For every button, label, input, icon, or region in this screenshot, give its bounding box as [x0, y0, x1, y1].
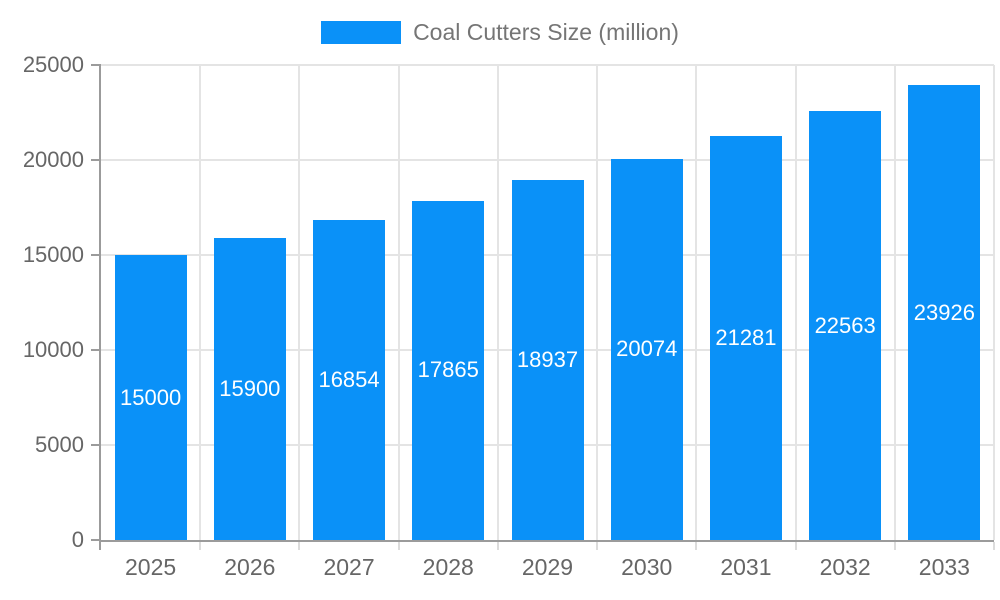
- x-tick-label: 2032: [819, 554, 871, 580]
- y-tick: [91, 254, 101, 256]
- bar-value-label: 15000: [120, 384, 182, 410]
- y-tick: [91, 349, 101, 351]
- bar-2030: 20074: [610, 158, 683, 540]
- y-tick: [91, 159, 101, 161]
- v-gridline: [199, 65, 202, 540]
- y-tick-label: 20000: [22, 147, 84, 172]
- x-tick: [596, 542, 599, 550]
- v-gridline: [397, 65, 400, 540]
- bar-2031: 21281: [709, 135, 782, 540]
- bar-2028: 17865: [412, 200, 485, 540]
- v-gridline: [893, 65, 896, 540]
- x-tick: [397, 542, 400, 550]
- bar-value-label: 23926: [913, 299, 975, 325]
- x-tick-label: 2029: [521, 554, 574, 580]
- x-tick: [695, 542, 698, 550]
- bar-2027: 16854: [313, 219, 386, 540]
- y-tick-label: 10000: [22, 337, 84, 362]
- bar-2025: 15000: [114, 255, 187, 540]
- bar-value-label: 22563: [814, 312, 876, 338]
- bar-value-label: 21281: [715, 324, 777, 350]
- bar-2032: 22563: [809, 111, 882, 540]
- legend-swatch: [321, 21, 402, 44]
- bar-2029: 18937: [511, 180, 584, 540]
- legend-label: Coal Cutters Size (million): [413, 19, 679, 45]
- x-tick: [794, 542, 797, 550]
- y-tick-label: 0: [71, 527, 84, 552]
- x-axis-line: [99, 540, 994, 542]
- bar-2033: 23926: [908, 85, 981, 540]
- x-tick: [199, 542, 202, 550]
- v-gridline: [496, 65, 499, 540]
- y-axis-line: [99, 65, 101, 550]
- y-tick: [91, 444, 101, 446]
- h-gridline: [101, 64, 994, 66]
- bar-value-label: 20074: [616, 336, 678, 362]
- v-gridline: [596, 65, 599, 540]
- bar-value-label: 18937: [516, 347, 579, 373]
- v-gridline: [993, 65, 995, 540]
- x-tick-label: 2025: [125, 554, 177, 580]
- h-gridline: [101, 159, 994, 161]
- bar-value-label: 15900: [219, 375, 281, 401]
- x-tick-label: 2027: [323, 554, 375, 580]
- v-gridline: [794, 65, 797, 540]
- y-tick-label: 5000: [35, 432, 84, 457]
- bar-value-label: 17865: [417, 357, 479, 383]
- x-tick-label: 2031: [720, 554, 772, 580]
- x-tick: [893, 542, 896, 550]
- x-tick-label: 2033: [918, 554, 970, 580]
- x-tick-label: 2030: [621, 554, 673, 580]
- v-gridline: [298, 65, 301, 540]
- plot-area: 15000 15900 16854 17865 18937 20074 21281 22563…: [101, 64, 995, 540]
- v-gridline: [695, 65, 698, 540]
- y-tick-label: 15000: [22, 242, 84, 267]
- legend: Coal Cutters Size (million): [0, 20, 1000, 45]
- y-tick: [91, 64, 101, 66]
- y-tick: [91, 539, 101, 541]
- y-tick-label: 25000: [22, 52, 84, 77]
- x-tick-label: 2028: [422, 554, 474, 580]
- x-tick: [993, 542, 995, 550]
- x-tick: [298, 542, 301, 550]
- bar-value-label: 16854: [318, 366, 380, 392]
- x-tick-label: 2026: [224, 554, 276, 580]
- x-tick: [496, 542, 499, 550]
- bar-2026: 15900: [213, 237, 286, 540]
